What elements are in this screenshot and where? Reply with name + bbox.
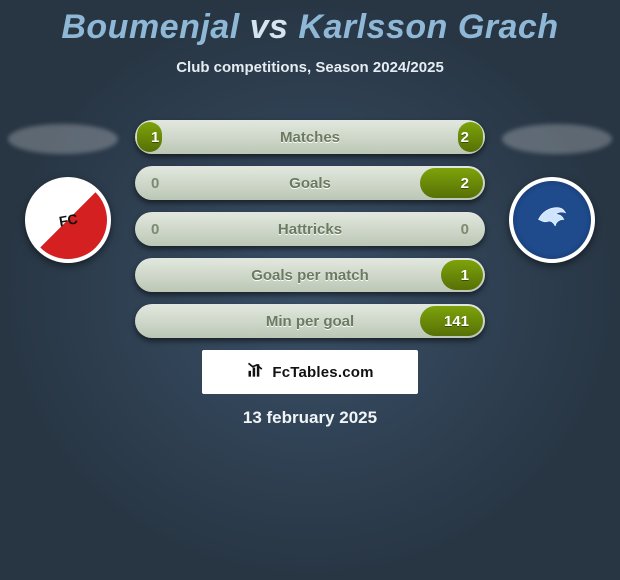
fc-utrecht-badge: FC xyxy=(25,177,111,263)
title-vs: vs xyxy=(250,8,289,46)
promo-text: FcTables.com xyxy=(272,364,373,381)
comparison-infographic: Boumenjal vs Karlsson Grach Club competi… xyxy=(0,0,620,580)
badge-halo-left xyxy=(8,124,118,154)
badge-left-text: FC xyxy=(57,211,78,230)
page-title: Boumenjal vs Karlsson Grach xyxy=(0,0,620,47)
date-text: 13 february 2025 xyxy=(0,408,620,428)
stat-row-min-per-goal: Min per goal141 xyxy=(135,304,485,338)
stat-row-hattricks: 0Hattricks0 xyxy=(135,212,485,246)
stat-value-right: 2 xyxy=(461,129,469,146)
title-player2: Karlsson Grach xyxy=(298,8,558,46)
fc-den-bosch-badge xyxy=(509,177,595,263)
stat-value-right: 2 xyxy=(461,175,469,192)
stat-label: Hattricks xyxy=(135,221,485,238)
stat-label: Goals per match xyxy=(135,267,485,284)
stat-bars: 1Matches20Goals20Hattricks0Goals per mat… xyxy=(135,120,485,350)
stat-row-matches: 1Matches2 xyxy=(135,120,485,154)
stat-value-right: 141 xyxy=(444,313,469,330)
stat-label: Goals xyxy=(135,175,485,192)
stat-label: Min per goal xyxy=(135,313,485,330)
title-player1: Boumenjal xyxy=(61,8,239,46)
chart-icon xyxy=(246,360,266,384)
promo-banner[interactable]: FcTables.com xyxy=(202,350,418,394)
stat-row-goals: 0Goals2 xyxy=(135,166,485,200)
dragon-icon xyxy=(532,196,572,245)
subtitle: Club competitions, Season 2024/2025 xyxy=(0,59,620,76)
club-badge-right xyxy=(502,170,602,270)
stat-value-right: 0 xyxy=(461,221,469,238)
stat-value-right: 1 xyxy=(461,267,469,284)
badge-halo-right xyxy=(502,124,612,154)
stat-label: Matches xyxy=(135,129,485,146)
stat-row-goals-per-match: Goals per match1 xyxy=(135,258,485,292)
club-badge-left: FC xyxy=(18,170,118,270)
